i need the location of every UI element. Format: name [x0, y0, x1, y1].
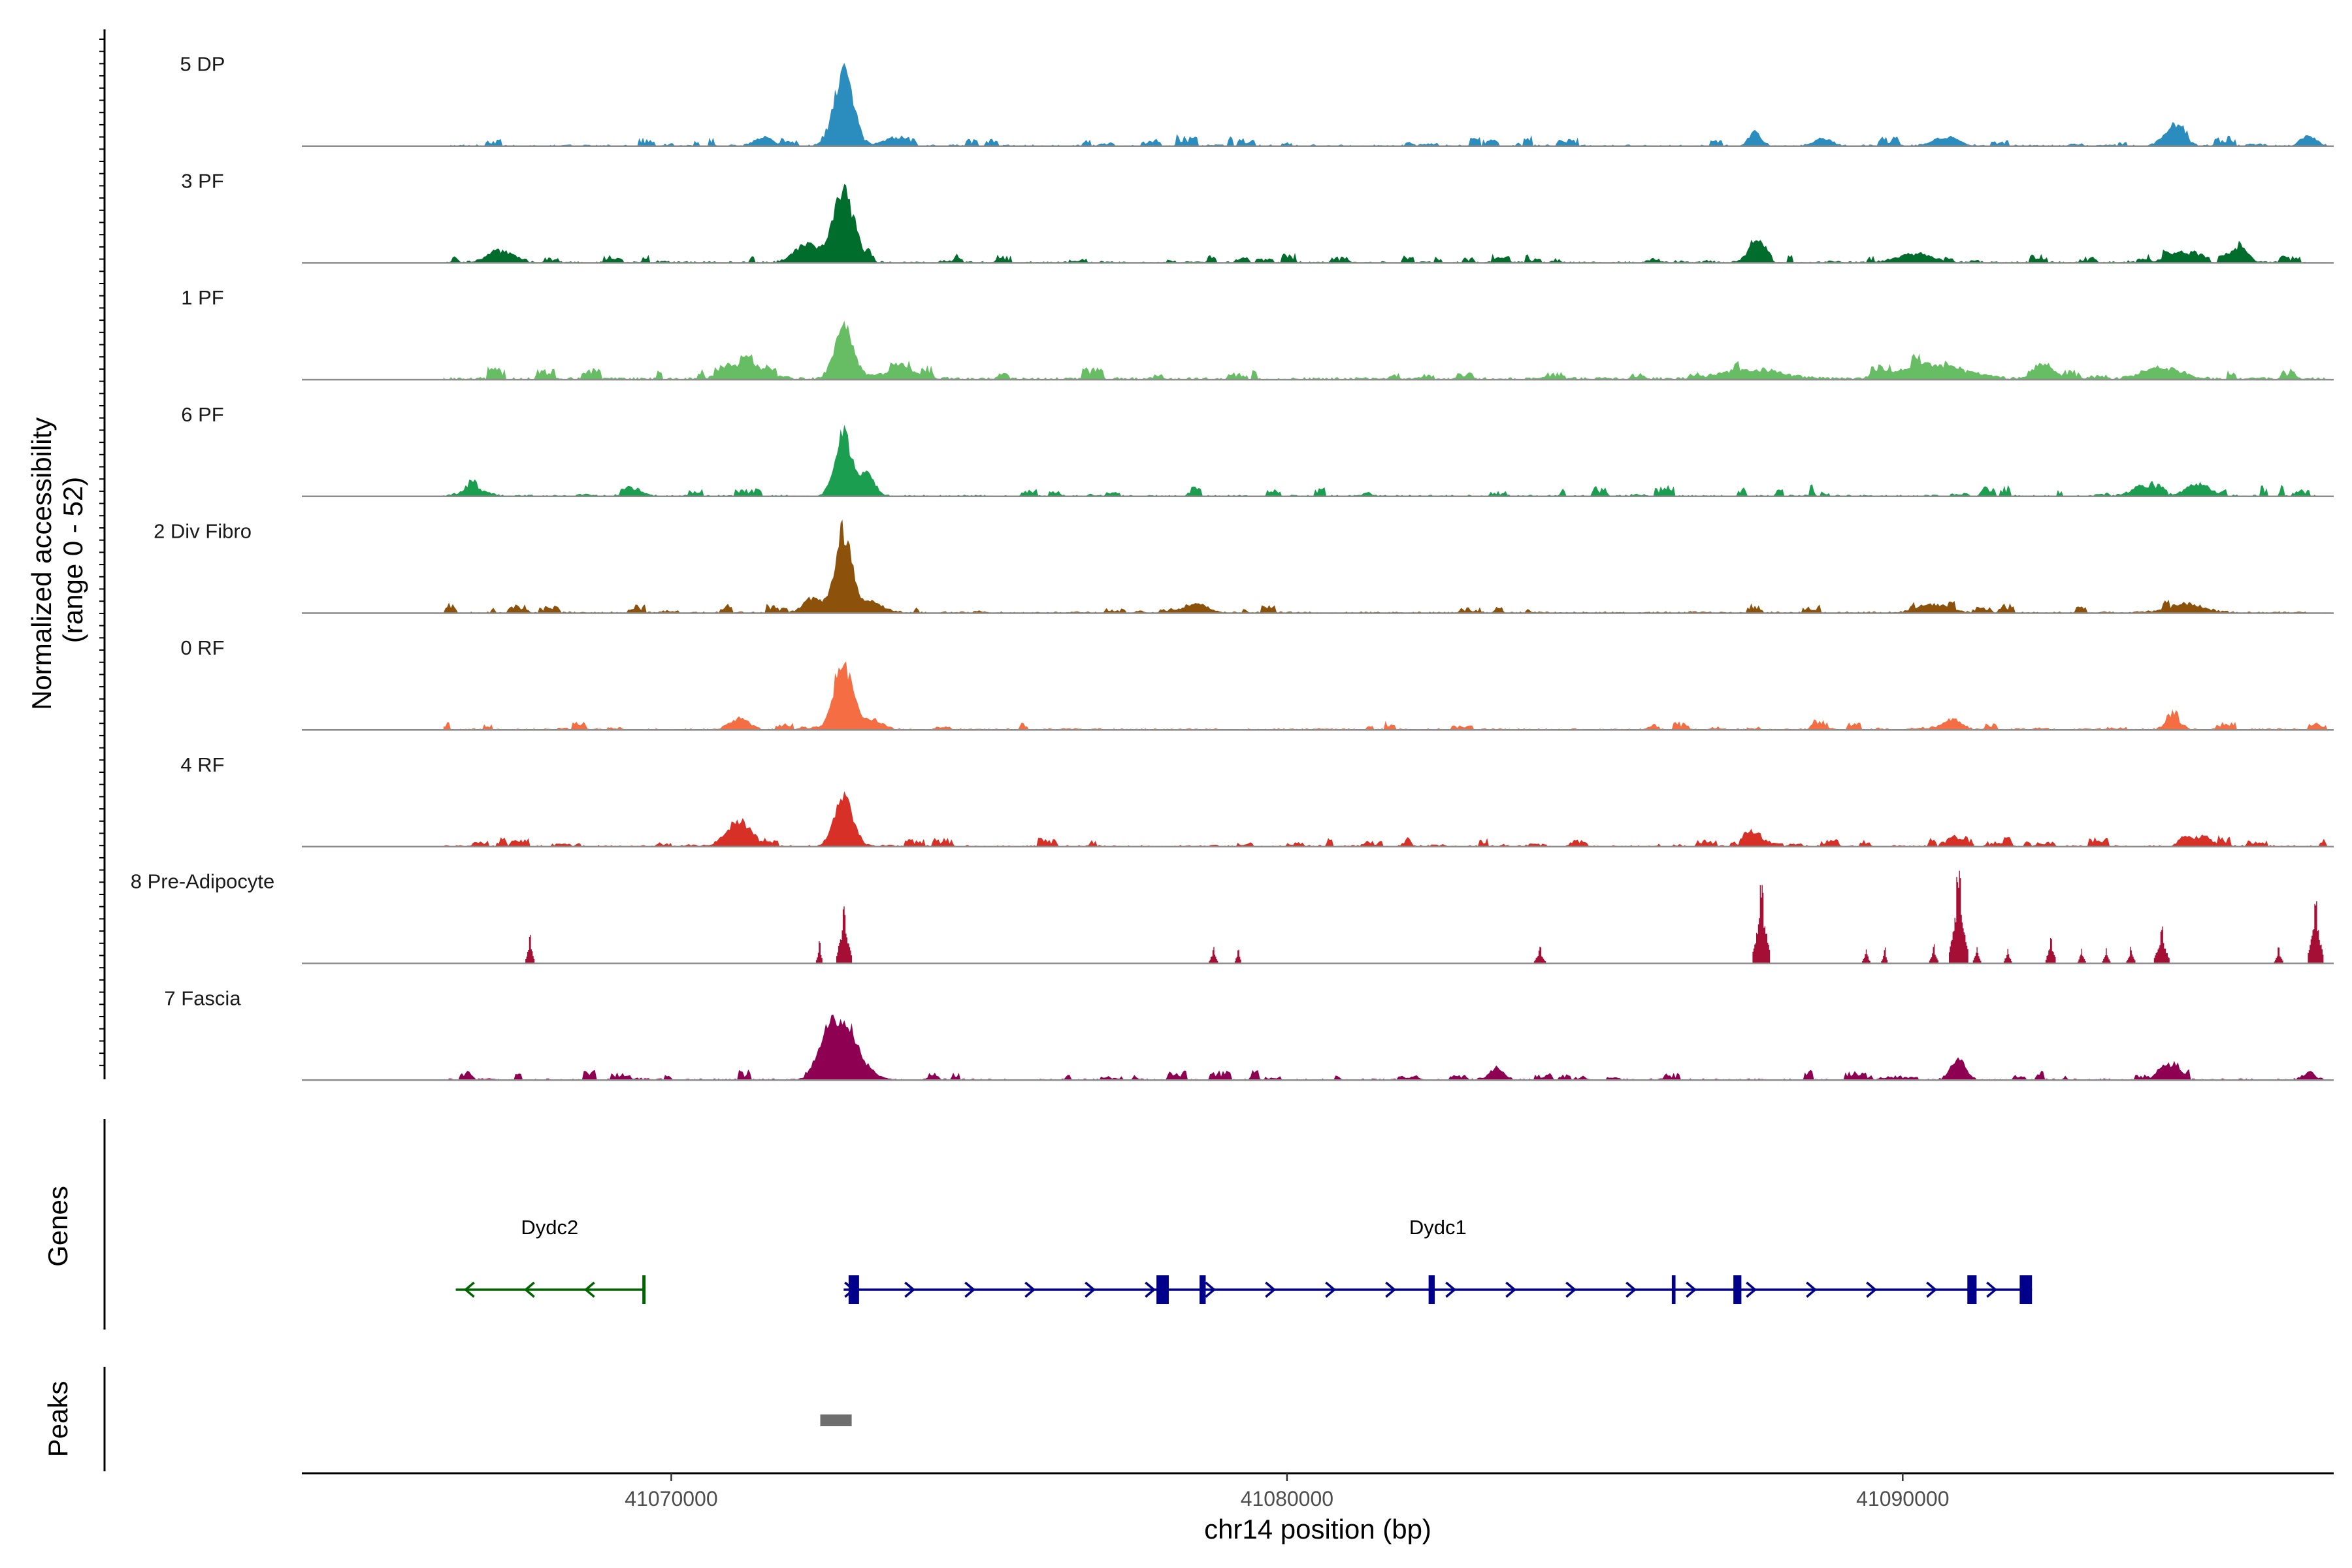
- coverage-area: [443, 184, 2328, 263]
- y-axis-ticks: [99, 39, 105, 1066]
- x-axis-ticks: 41070000 41080000 41090000: [625, 1473, 1949, 1511]
- track-label: 2 Div Fibro: [154, 520, 252, 543]
- exon: [1156, 1275, 1169, 1304]
- track-7-fascia: 7 Fascia: [164, 987, 2334, 1081]
- exon: [1967, 1275, 1977, 1304]
- x-tick-label: 41070000: [625, 1487, 717, 1511]
- y-axis-title-line2: (range 0 - 52): [57, 477, 88, 643]
- coverage-area: [443, 425, 2328, 497]
- track-label: 5 DP: [180, 53, 225, 76]
- y-axis-title: Normalized accessibility (range 0 - 52): [26, 410, 88, 710]
- strand-arrow: [1265, 1281, 1277, 1298]
- gene-label: Dydc2: [521, 1216, 578, 1239]
- strand-arrow: [523, 1281, 535, 1298]
- strand-arrow: [1625, 1281, 1637, 1298]
- strand-arrow: [1325, 1281, 1337, 1298]
- exon: [1733, 1275, 1742, 1304]
- track-label: 6 PF: [181, 403, 223, 426]
- track-3-pf: 3 PF: [181, 169, 2334, 264]
- y-axis-title-line1: Normalized accessibility: [26, 417, 57, 710]
- peak-region: [820, 1414, 852, 1426]
- track-label: 0 RF: [180, 636, 224, 659]
- exon: [1428, 1275, 1435, 1304]
- gene-dydc1: Dydc1: [843, 1216, 2033, 1304]
- strand-arrow: [1085, 1281, 1096, 1298]
- track-label: 1 PF: [181, 286, 223, 309]
- track-label: 4 RF: [180, 753, 224, 776]
- track-2-div-fibro: 2 Div Fibro: [154, 519, 2334, 614]
- gene-annotations: Dydc2 Dydc1: [455, 1216, 2033, 1304]
- coverage-area: [443, 320, 2328, 380]
- strand-arrow: [1806, 1281, 1818, 1298]
- x-tick-label: 41080000: [1241, 1487, 1333, 1511]
- coverage-tracks: 5 DP 3 PF 1 PF 6 PF 2 Div Fibro 0 RF 4 RF 8 Pre…: [131, 53, 2334, 1081]
- track-0-rf: 0 RF: [180, 636, 2334, 731]
- coverage-area: [443, 870, 2324, 964]
- exon: [1671, 1275, 1676, 1304]
- peaks-panel-label: Peaks: [42, 1381, 73, 1458]
- strand-arrow: [463, 1281, 475, 1298]
- strand-arrow: [1565, 1281, 1577, 1298]
- track-1-pf: 1 PF: [181, 286, 2334, 381]
- strand-arrow: [1746, 1281, 1757, 1298]
- peak-annotations: [820, 1414, 852, 1426]
- strand-arrow: [1024, 1281, 1036, 1298]
- track-6-pf: 6 PF: [181, 403, 2334, 498]
- strand-arrow: [1986, 1281, 1998, 1298]
- track-label: 7 Fascia: [164, 987, 241, 1009]
- strand-arrow: [1505, 1281, 1517, 1298]
- track-8-pre-adipocyte: 8 Pre-Adipocyte: [131, 870, 2334, 964]
- strand-arrow: [1205, 1281, 1217, 1298]
- gene-label: Dydc1: [1409, 1216, 1467, 1239]
- strand-arrow: [1145, 1281, 1156, 1298]
- strand-arrow: [1926, 1281, 1938, 1298]
- exon: [848, 1275, 859, 1304]
- x-axis-title: chr14 position (bp): [1204, 1514, 1431, 1544]
- x-tick-label: 41090000: [1856, 1487, 1949, 1511]
- track-label: 3 PF: [181, 169, 223, 192]
- coverage-area: [443, 519, 2328, 613]
- exon: [1200, 1275, 1206, 1304]
- gene-dydc2: Dydc2: [455, 1216, 646, 1304]
- coverage-area: [443, 63, 2328, 146]
- strand-arrow: [1385, 1281, 1397, 1298]
- coverage-area: [443, 791, 2328, 847]
- coverage-area: [443, 1015, 2328, 1081]
- strand-arrow: [1686, 1281, 1697, 1298]
- exon: [2019, 1275, 2033, 1304]
- track-4-rf: 4 RF: [180, 753, 2334, 848]
- track-label: 8 Pre-Adipocyte: [131, 870, 275, 893]
- strand-arrow: [1866, 1281, 1878, 1298]
- exon: [642, 1275, 646, 1304]
- strand-arrow: [964, 1281, 976, 1298]
- strand-arrow: [1445, 1281, 1457, 1298]
- track-5-dp: 5 DP: [180, 53, 2334, 147]
- coverage-area: [443, 661, 2328, 730]
- genes-panel-label: Genes: [42, 1186, 73, 1267]
- strand-arrow: [904, 1281, 916, 1298]
- strand-arrow: [583, 1281, 595, 1298]
